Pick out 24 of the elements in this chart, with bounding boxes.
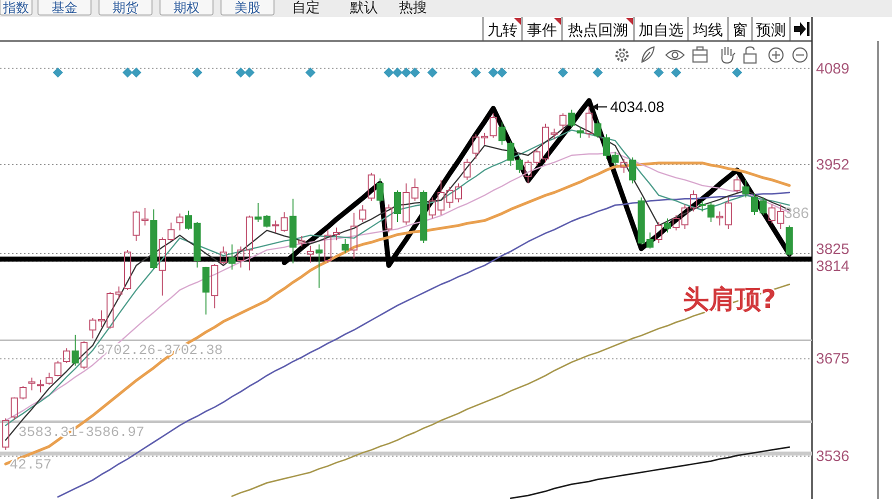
text: 事件 (527, 21, 557, 39)
y-tick-label: 3675 (816, 350, 850, 368)
band-label: 42.57 (10, 458, 52, 474)
text: 窗 (732, 21, 748, 39)
y-tick-label: 3952 (816, 156, 850, 173)
annotation: 4034.08 (610, 98, 664, 116)
text: 美股 (234, 0, 260, 16)
text: 热点回溯 (568, 21, 628, 39)
text: 自定 (292, 0, 320, 16)
text: 指数 (2, 1, 29, 16)
text: 加自选 (638, 21, 684, 39)
y-tick-label: 3814 (816, 257, 850, 274)
annotation: 386 (784, 204, 809, 222)
text: 默认 (349, 0, 378, 16)
text: 九转 (488, 21, 518, 39)
text: 热搜 (399, 0, 427, 16)
text: 期权 (174, 1, 200, 16)
y-tick-label: 3825 (816, 240, 850, 258)
y-tick-label: 4089 (816, 60, 850, 77)
y-tick-label: 3536 (816, 448, 850, 465)
text: 期货 (112, 1, 138, 16)
text: 均线 (692, 21, 723, 39)
text: 预测 (756, 21, 786, 39)
text: 基金 (52, 1, 78, 16)
